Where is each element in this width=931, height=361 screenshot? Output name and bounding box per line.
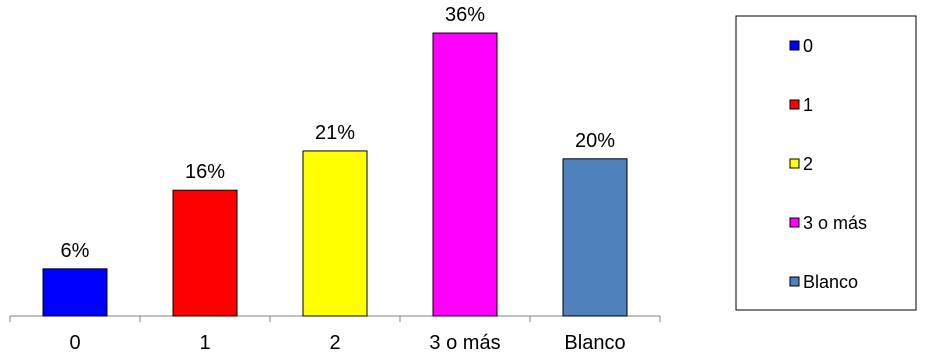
legend-swatch-0 xyxy=(789,40,800,51)
x-tick-label-3: 3 o más xyxy=(429,332,500,354)
legend-swatch-1 xyxy=(789,99,800,110)
data-label-1: 16% xyxy=(185,161,225,183)
x-tick-label-4: Blanco xyxy=(564,332,625,354)
x-tick-label-2: 2 xyxy=(329,332,340,354)
legend-box xyxy=(735,15,917,311)
legend-label-0: 0 xyxy=(803,36,813,56)
x-tick-label-0: 0 xyxy=(69,332,80,354)
bar-1 xyxy=(172,189,238,317)
legend: 0 1 2 3 o más Blanco xyxy=(735,15,917,311)
legend-label-2: 2 xyxy=(803,154,813,174)
data-label-2: 21% xyxy=(315,122,355,144)
data-label-3: 36% xyxy=(445,4,485,26)
legend-label-3: 3 o más xyxy=(803,213,867,233)
legend-label-1: 1 xyxy=(803,95,813,115)
bar-3 xyxy=(432,32,498,317)
legend-swatch-4 xyxy=(789,276,800,287)
bar-2 xyxy=(302,150,368,317)
legend-label-4: Blanco xyxy=(803,272,858,292)
legend-swatch-2 xyxy=(789,158,800,169)
bar-0 xyxy=(42,268,108,317)
bar-4 xyxy=(562,158,628,317)
legend-swatch-3 xyxy=(789,217,800,228)
data-label-0: 6% xyxy=(61,240,90,262)
x-tick-label-1: 1 xyxy=(199,332,210,354)
plot-area: 6% 0 16% 1 21% 2 36% 3 o más 20% Blanco xyxy=(9,4,661,354)
data-label-4: 20% xyxy=(575,130,615,152)
